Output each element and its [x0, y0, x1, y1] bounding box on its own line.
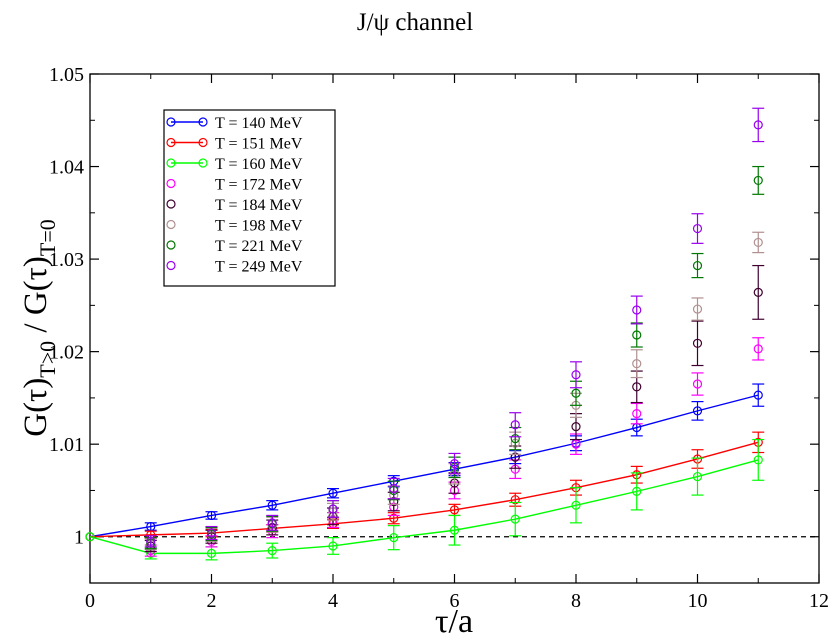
legend-label: T = 221 MeV: [215, 238, 303, 255]
series-0-line: [89, 394, 759, 538]
legend-marker-right: [198, 117, 208, 127]
y-tick-label-4: 1.04: [49, 157, 84, 179]
series-2-line: [89, 459, 759, 555]
legend-item-4: T = 184 MeV: [166, 197, 303, 214]
data-point: [632, 382, 642, 392]
data-point: [571, 388, 581, 398]
data-point: [632, 486, 642, 496]
data-point: [389, 484, 399, 494]
x-tick-label-0: 0: [85, 590, 95, 612]
legend-marker: [166, 260, 176, 271]
legend-item-5: T = 198 MeV: [166, 218, 303, 235]
data-point: [753, 344, 763, 354]
legend-label: T = 160 MeV: [215, 156, 303, 173]
data-point: [449, 525, 460, 535]
series-1: [85, 431, 765, 542]
data-point: [692, 471, 703, 482]
legend-item-7: T = 249 MeV: [166, 259, 303, 276]
data-point: [510, 514, 520, 524]
data-point: [449, 505, 460, 515]
data-point: [632, 330, 642, 340]
y-tick-label-2: 1.02: [49, 342, 84, 364]
data-point: [571, 439, 581, 449]
x-tick-label-1: 2: [207, 590, 217, 612]
data-point: [753, 455, 763, 465]
x-tick-label-6: 12: [809, 590, 829, 612]
legend-box: [163, 109, 336, 287]
legend-marker-left: [166, 158, 176, 168]
data-point: [753, 390, 763, 400]
data-point: [753, 287, 763, 298]
data-point: [692, 338, 703, 348]
legend-marker: [166, 240, 176, 250]
legend-item-0: T = 140 MeV: [166, 115, 303, 132]
data-point: [753, 237, 763, 248]
data-point: [692, 304, 703, 314]
legend-marker: [166, 219, 176, 230]
data-point: [206, 510, 217, 521]
series-0: [85, 383, 765, 542]
data-point: [571, 500, 581, 510]
legend-item-1: T = 151 MeV: [166, 136, 303, 153]
chart-title: J/ψ channel: [357, 9, 473, 36]
data-point: [206, 548, 217, 558]
series-1-line: [89, 441, 759, 538]
data-point: [85, 532, 95, 542]
data-point: [753, 120, 763, 130]
data-point: [267, 500, 277, 510]
data-point: [267, 546, 277, 556]
data-point: [328, 541, 338, 551]
data-point: [146, 536, 156, 546]
legend: T = 140 MeV T = 151 MeV T = 160 MeV T = 172…: [163, 109, 336, 287]
data-point: [510, 420, 520, 430]
data-point: [632, 305, 642, 315]
x-tick-label-5: 10: [688, 590, 708, 612]
x-tick-label-3: 6: [450, 590, 460, 612]
legend-item-6: T = 221 MeV: [166, 238, 303, 255]
legend-label: T = 140 MeV: [215, 115, 303, 132]
data-point: [571, 421, 581, 432]
x-axis-label: τ/a: [435, 603, 473, 639]
y-tick-label-3: 1.03: [49, 249, 84, 271]
legend-marker-left: [166, 137, 176, 148]
legend-marker-left: [166, 117, 176, 127]
legend-marker-right: [198, 137, 208, 148]
legend-label: T = 249 MeV: [215, 259, 303, 276]
legend-label: T = 172 MeV: [215, 177, 303, 194]
data-point: [632, 359, 642, 369]
legend-label: T = 184 MeV: [215, 197, 303, 214]
axes: 0 2 4 6 8 10 12 1 1.01 1.02 1.03 1.04 1.05: [49, 64, 829, 612]
y-axis-label: G(τ)T>0 / G(τ)T=0: [18, 219, 60, 437]
x-tick-label-4: 8: [571, 590, 581, 612]
legend-label: T = 151 MeV: [215, 136, 303, 153]
series-2: [85, 438, 765, 561]
legend-marker: [166, 178, 176, 189]
data-point: [389, 533, 399, 543]
x-tick-label-2: 4: [328, 590, 338, 612]
y-tick-label-5: 1.05: [49, 64, 84, 86]
legend-item-2: T = 160 MeV: [166, 156, 303, 173]
data-point: [692, 379, 703, 389]
data-point: [753, 175, 763, 186]
series-7: [144, 107, 765, 548]
data-point: [692, 260, 703, 271]
data-point: [632, 409, 642, 419]
data-point: [206, 528, 217, 538]
y-tick-label-0: 1: [74, 527, 84, 549]
y-tick-label-1: 1.01: [49, 434, 84, 456]
data-point: [692, 223, 703, 234]
data-point: [267, 518, 277, 528]
legend-marker-right: [198, 158, 208, 168]
legend-marker: [166, 199, 176, 209]
series-layer: [85, 107, 765, 561]
legend-item-3: T = 172 MeV: [166, 177, 303, 194]
legend-label: T = 198 MeV: [215, 218, 303, 235]
data-point: [571, 370, 581, 380]
data-point: [328, 488, 338, 498]
data-point: [692, 406, 703, 416]
data-point: [449, 459, 460, 469]
data-point: [328, 504, 338, 514]
